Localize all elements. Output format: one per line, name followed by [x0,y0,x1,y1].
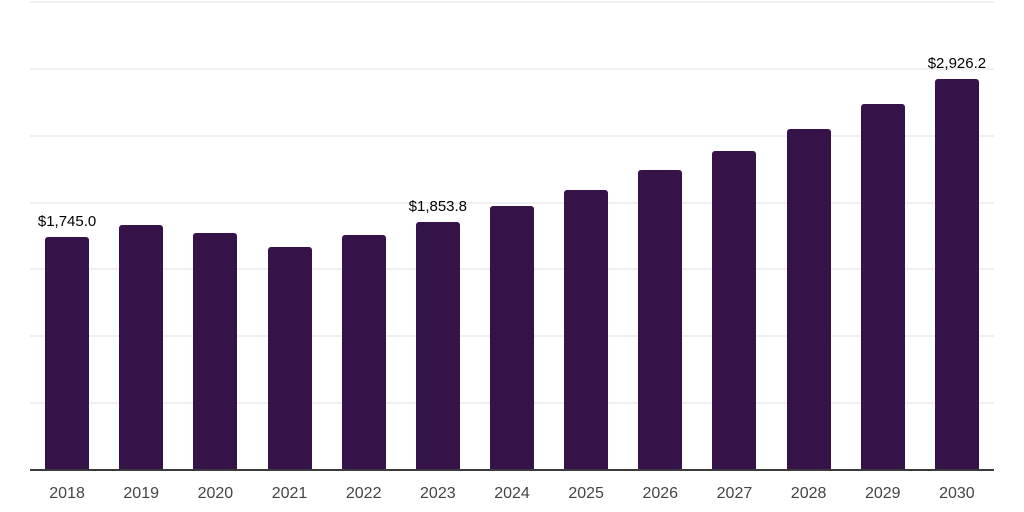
x-tick-2020: 2020 [197,485,234,502]
x-tick-2027: 2027 [716,485,753,502]
bar-2026[interactable] [638,170,683,470]
gridline-3000 [30,67,994,70]
bar-2023[interactable] [415,222,460,470]
x-tick-2019: 2019 [123,485,159,502]
x-tick-2023: 2023 [420,485,456,502]
bar-2020[interactable] [193,232,238,470]
bar-2027[interactable] [712,150,757,470]
x-tick-2025: 2025 [568,485,604,502]
bar-2021[interactable] [267,247,312,470]
bar-2024[interactable] [490,206,534,470]
x-tick-2028: 2028 [790,485,827,502]
bar-2022[interactable] [341,235,386,470]
x-tick-2021: 2021 [271,485,308,502]
bar-2029[interactable] [860,103,905,470]
x-tick-2026: 2026 [642,485,679,502]
x-tick-2030: 2030 [939,485,975,502]
gridline-2500 [30,134,994,137]
x-tick-2022: 2022 [345,485,382,502]
x-tick-2018: 2018 [49,485,85,502]
bar-2018[interactable] [45,236,90,470]
gridline-3500 [30,1,994,3]
gridline-2000 [30,201,994,204]
x-tick-2029: 2029 [864,485,901,502]
data-label-2018: $1,745.0 [37,212,97,230]
x-tick-2024: 2024 [494,485,530,502]
bar-2019[interactable] [119,224,164,470]
x-axis-line [30,469,994,471]
data-label-2023: $1,853.8 [408,198,468,216]
bar-2030[interactable] [934,78,979,470]
bar-2028[interactable] [786,128,831,470]
bar-2025[interactable] [564,190,609,470]
data-label-2030: $2,926.2 [927,54,987,72]
